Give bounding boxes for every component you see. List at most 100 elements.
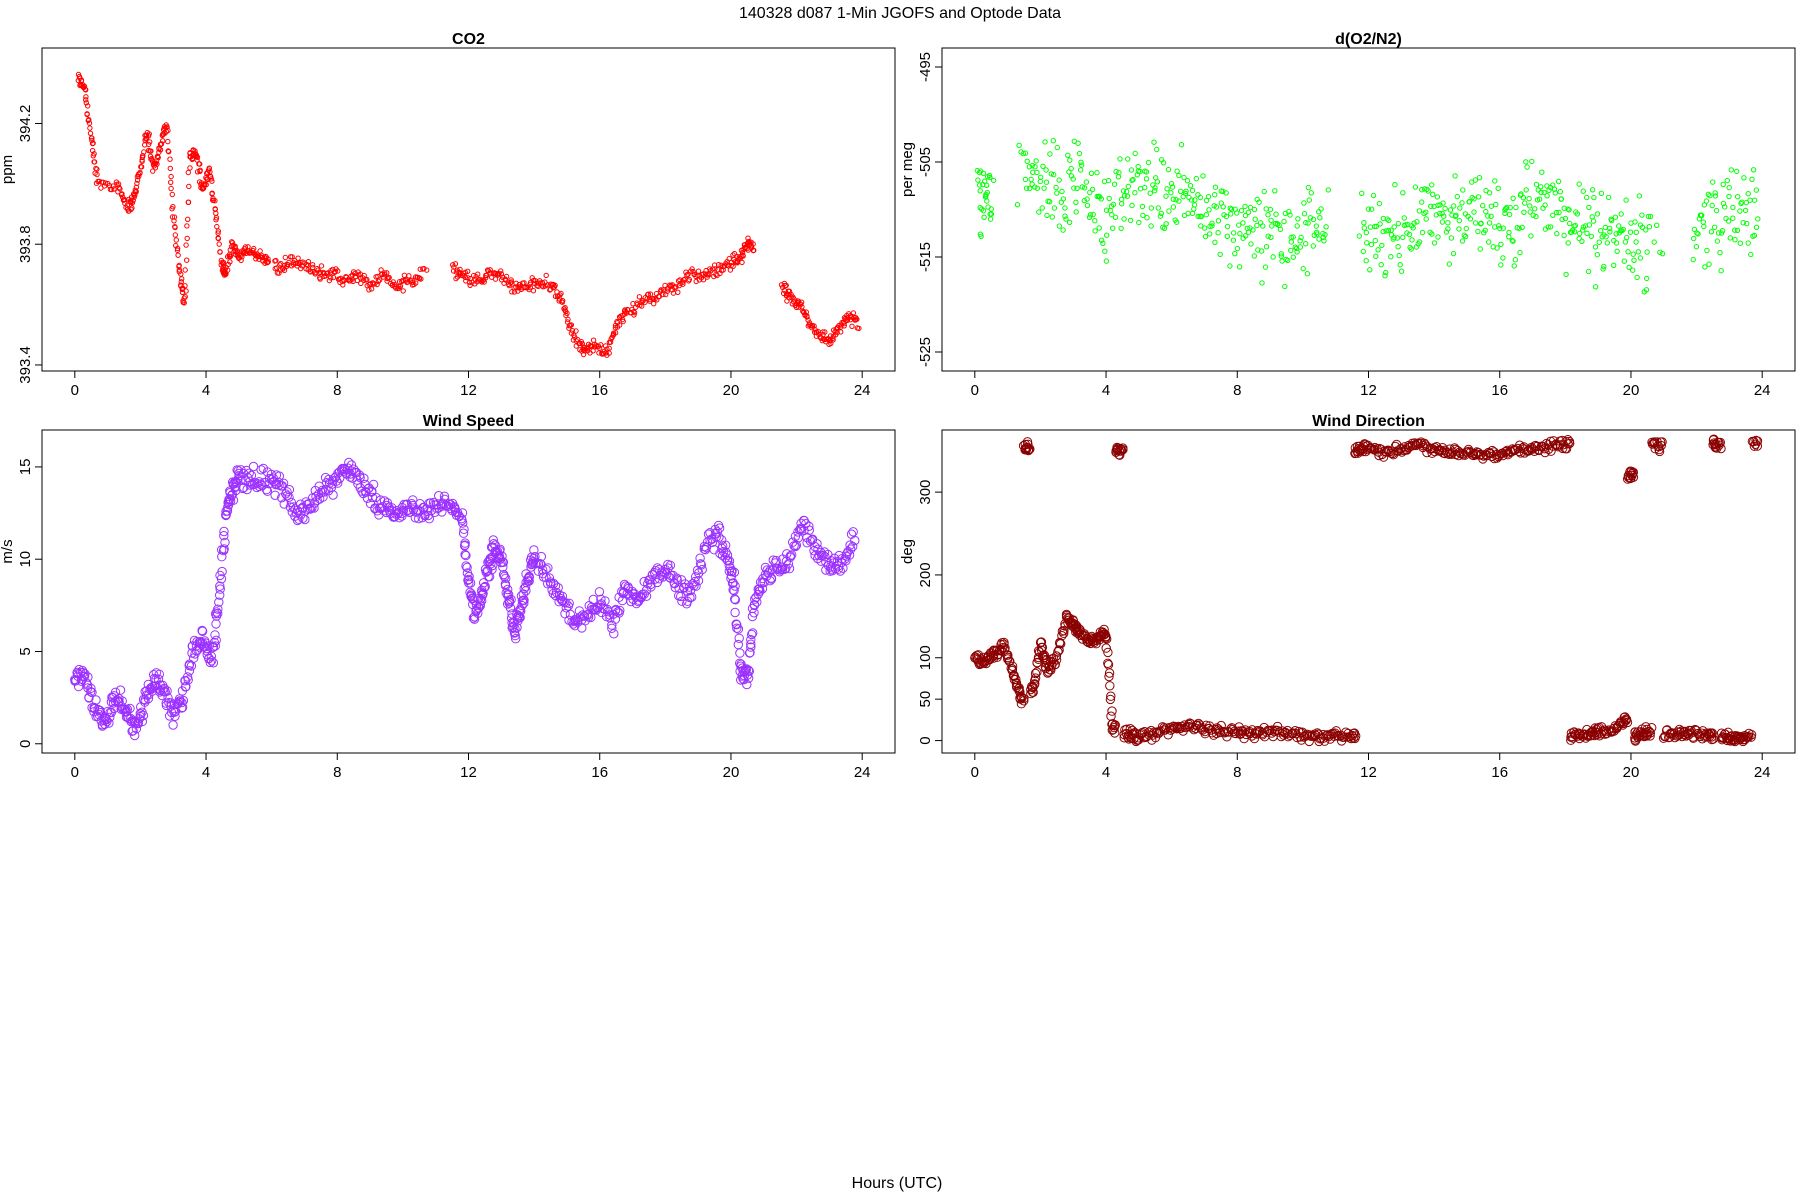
data-point [1700,219,1707,225]
data-point [1176,172,1182,179]
data-point [1085,638,1096,649]
data-point [1605,194,1612,201]
data-point [1215,218,1222,224]
data-point [565,316,571,323]
data-point [157,147,164,153]
x-tick-label: 4 [202,764,210,781]
data-point [1140,212,1146,219]
data-point [1430,191,1436,198]
data-point [577,340,583,346]
panel-title: Wind Direction [1312,413,1425,430]
data-point [988,206,994,212]
data-point [1607,229,1613,235]
data-point [335,473,345,483]
data-point [1416,208,1423,214]
data-point [1586,222,1593,228]
data-point [1467,216,1474,222]
data-point [1123,188,1130,195]
data-point [715,262,722,268]
data-point [1050,138,1057,144]
data-point [158,141,165,147]
data-point [487,267,493,273]
y-tick-label: -515 [917,242,934,272]
data-point [1580,188,1586,194]
data-point [665,560,676,570]
data-point [183,242,189,248]
data-point [83,672,93,682]
data-point [110,697,121,707]
data-point [1304,271,1311,277]
data-point [318,263,325,269]
data-point [1533,213,1539,220]
data-point [1726,193,1732,200]
data-point [1051,205,1058,211]
data-point [1105,177,1112,184]
data-point [757,584,768,594]
data-point [1094,169,1100,176]
data-point [129,200,136,206]
data-point [1601,263,1607,270]
data-point [1395,244,1401,250]
data-point [1628,472,1639,482]
data-point [1440,200,1446,206]
data-point [274,265,280,271]
data-point [1224,223,1231,230]
data-point [1364,240,1370,246]
data-point [1621,716,1631,726]
data-point [1445,226,1451,232]
data-point [1709,202,1715,209]
data-point [368,479,379,490]
data-point [309,262,316,268]
data-point [1032,164,1038,170]
data-point [1623,197,1629,203]
data-point [1506,234,1512,240]
data-point [1127,217,1134,224]
data-point [975,177,981,183]
data-point [84,693,94,703]
data-point [1546,446,1556,456]
data-point [1604,240,1611,246]
data-point [1263,206,1269,212]
data-point [606,345,612,351]
data-point [165,148,171,154]
data-point [1252,216,1258,222]
data-point [1059,628,1069,638]
data-point [1703,198,1710,204]
data-point [179,276,185,282]
data-point [1195,213,1201,220]
data-point [1087,212,1094,218]
data-point [596,594,606,604]
data-point [376,277,383,283]
data-point [841,323,847,329]
data-point [209,637,220,648]
data-point [1059,626,1069,636]
data-point [820,329,826,335]
data-point [1409,237,1415,243]
data-point [1103,658,1113,668]
data-point [641,591,652,601]
data-point [1527,203,1533,209]
data-point [183,675,193,685]
data-point [810,541,820,552]
data-point [1147,190,1153,196]
data-point [1107,719,1117,730]
data-point [167,156,173,162]
data-point [386,274,392,281]
data-point [1152,188,1158,194]
data-point [1206,207,1212,213]
data-point [1612,214,1619,220]
data-point [506,594,516,605]
data-point [579,341,585,347]
data-point [208,176,215,182]
data-point [185,199,192,206]
data-point [1445,220,1451,226]
data-point [1397,262,1403,268]
data-point [1741,175,1747,181]
y-tick-label: 200 [917,562,934,587]
data-point [1217,251,1223,258]
data-point [1395,220,1402,227]
data-point [137,169,143,176]
data-point [748,628,758,638]
data-point [1203,212,1210,218]
data-point [1586,204,1592,211]
